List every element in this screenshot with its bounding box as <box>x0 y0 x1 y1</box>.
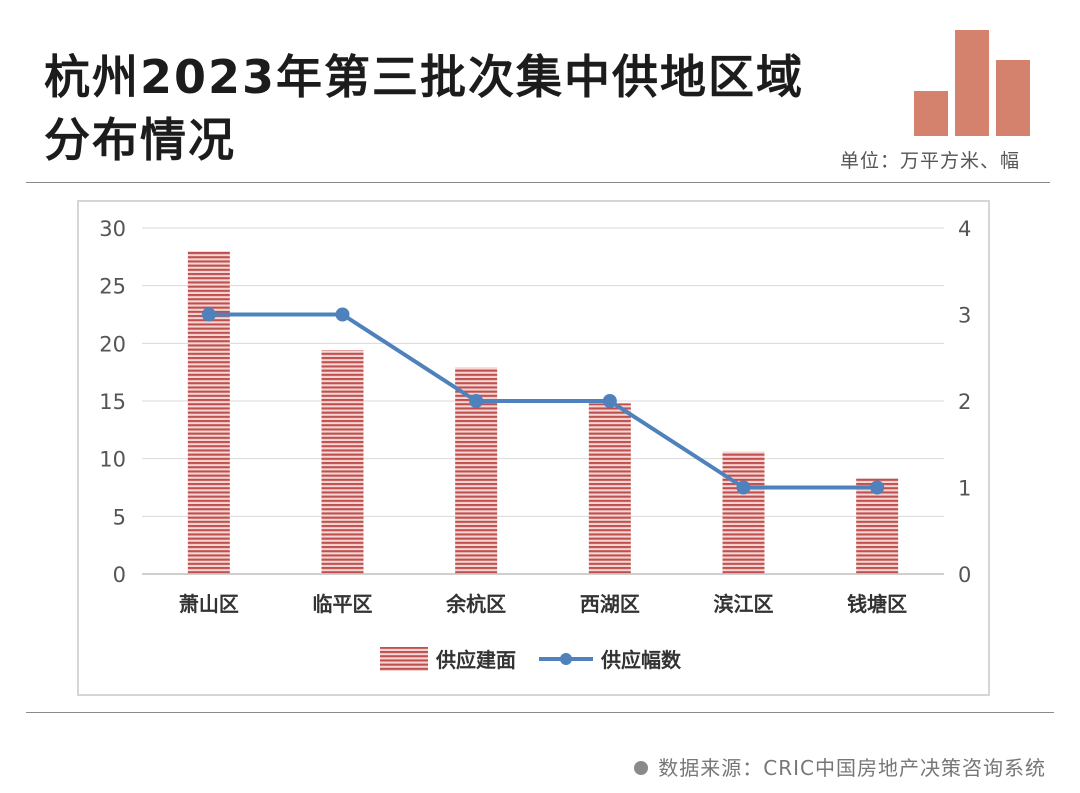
line-point <box>201 307 216 322</box>
line-series <box>201 307 885 495</box>
line-point <box>870 480 885 495</box>
category-label: 滨江区 <box>714 592 774 616</box>
footer-divider <box>26 712 1054 713</box>
category-label: 临平区 <box>313 592 373 616</box>
header-divider <box>26 182 1050 183</box>
left-tick-label: 10 <box>99 448 126 472</box>
legend-line-marker <box>560 653 572 665</box>
left-tick-label: 30 <box>99 217 126 241</box>
category-label: 余杭区 <box>445 592 506 616</box>
title-line-2: 分布情况 <box>44 113 236 167</box>
series-line <box>208 312 878 490</box>
bar <box>722 451 765 574</box>
source-note: 数据来源：CRIC中国房地产决策咨询系统 <box>634 752 1046 781</box>
title-line-1: 杭州2023年第三批次集中供地区域 <box>44 50 805 104</box>
category-label: 钱塘区 <box>847 592 907 616</box>
right-tick-label: 1 <box>958 477 971 501</box>
legend: 供应建面 供应幅数 <box>380 647 682 672</box>
unit-label: 单位：万平方米、幅 <box>839 150 1020 172</box>
line-point <box>736 480 751 495</box>
left-tick-label: 25 <box>99 275 126 299</box>
category-labels: 萧山区 临平区 余杭区 西湖区 滨江区 钱塘区 <box>179 592 907 616</box>
left-tick-label: 0 <box>113 563 126 587</box>
left-tick-label: 20 <box>99 332 126 356</box>
left-tick-label: 15 <box>99 390 126 414</box>
bar-chart-logo-icon <box>914 28 1030 136</box>
line-point <box>602 394 617 408</box>
right-tick-label: 2 <box>958 390 971 414</box>
bar <box>187 251 230 575</box>
bar <box>321 350 364 574</box>
bar <box>588 403 631 574</box>
line-point <box>469 394 484 408</box>
chart-frame <box>77 200 990 696</box>
right-tick-label: 3 <box>958 304 971 328</box>
legend-bar-swatch <box>380 647 428 671</box>
right-tick-label: 0 <box>958 563 971 587</box>
source-text: 数据来源：CRIC中国房地产决策咨询系统 <box>658 756 1046 780</box>
right-tick-label: 4 <box>958 217 971 241</box>
line-point <box>335 307 350 322</box>
bar-series <box>187 251 899 575</box>
legend-label-area: 供应建面 <box>435 648 516 672</box>
category-label: 萧山区 <box>179 592 239 616</box>
page-title: 杭州2023年第三批次集中供地区域 分布情况 <box>44 46 904 172</box>
category-label: 西湖区 <box>580 592 640 616</box>
left-axis-ticks: 0 5 10 15 20 25 30 <box>99 217 126 587</box>
right-axis-ticks: 0 1 2 3 4 <box>958 217 971 587</box>
left-tick-label: 5 <box>113 505 126 529</box>
bullet-icon <box>634 761 649 775</box>
legend-label-count: 供应幅数 <box>600 648 682 672</box>
